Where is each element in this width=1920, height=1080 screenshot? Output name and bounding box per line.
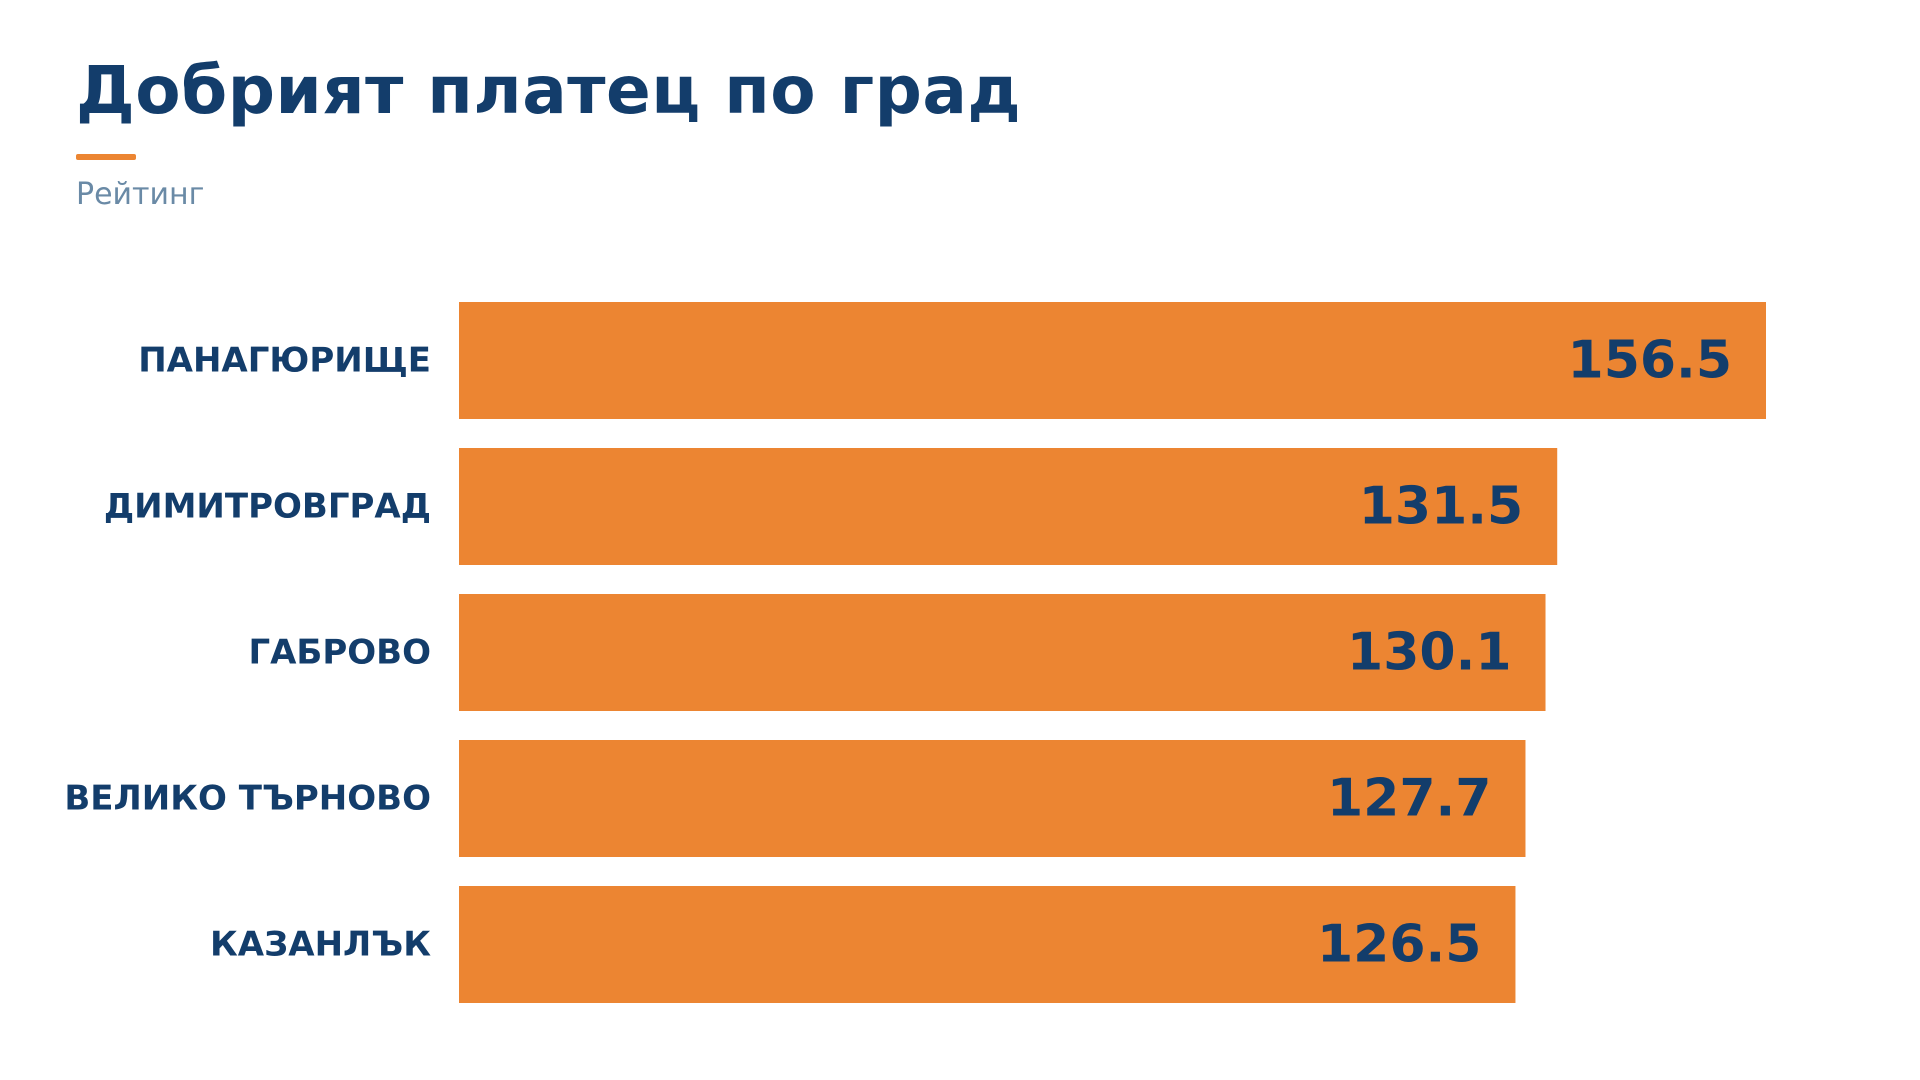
bar-1 (459, 448, 1558, 565)
bar-2 (459, 594, 1546, 711)
category-label-1: ДИМИТРОВГРАД (104, 487, 431, 527)
value-label-3: 127.7 (1327, 769, 1491, 829)
value-label-4: 126.5 (1317, 915, 1481, 975)
value-label-2: 130.1 (1347, 623, 1511, 683)
value-label-0: 156.5 (1568, 331, 1732, 391)
bar-4 (459, 886, 1516, 1003)
value-label-1: 131.5 (1359, 477, 1523, 537)
category-label-0: ПАНАГЮРИЩЕ (138, 341, 431, 381)
bar-3 (459, 740, 1526, 857)
page-title: Добрият платец по град (76, 52, 1022, 129)
chart-subtitle: Рейтинг (76, 177, 205, 212)
bar-0 (459, 302, 1766, 419)
category-label-4: КАЗАНЛЪК (210, 925, 431, 965)
title-accent-line (76, 154, 136, 160)
category-label-3: ВЕЛИКО ТЪРНОВО (64, 779, 431, 819)
category-label-2: ГАБРОВО (248, 633, 431, 673)
